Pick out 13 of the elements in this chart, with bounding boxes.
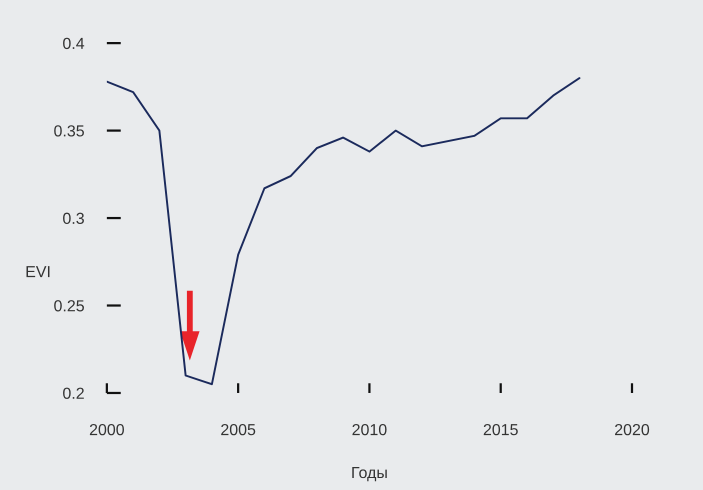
x-tick-label: 2010 bbox=[352, 424, 387, 436]
y-tick-label: 0.2 bbox=[63, 388, 84, 399]
y-tick-label: 0.25 bbox=[54, 300, 84, 312]
x-tick-label: 2005 bbox=[221, 424, 256, 436]
line-series bbox=[106, 77, 580, 386]
x-axis-title: Годы bbox=[352, 467, 387, 482]
y-tick-label: 0.3 bbox=[63, 212, 84, 224]
x-tick-label: 2020 bbox=[615, 424, 650, 436]
y-axis-title: EVI bbox=[26, 266, 50, 278]
x-tick-label: 2000 bbox=[90, 424, 124, 436]
x-tick-label: 2015 bbox=[484, 424, 518, 436]
y-tick-label: 0.4 bbox=[63, 38, 84, 50]
y-tick-label: 0.35 bbox=[54, 125, 84, 137]
